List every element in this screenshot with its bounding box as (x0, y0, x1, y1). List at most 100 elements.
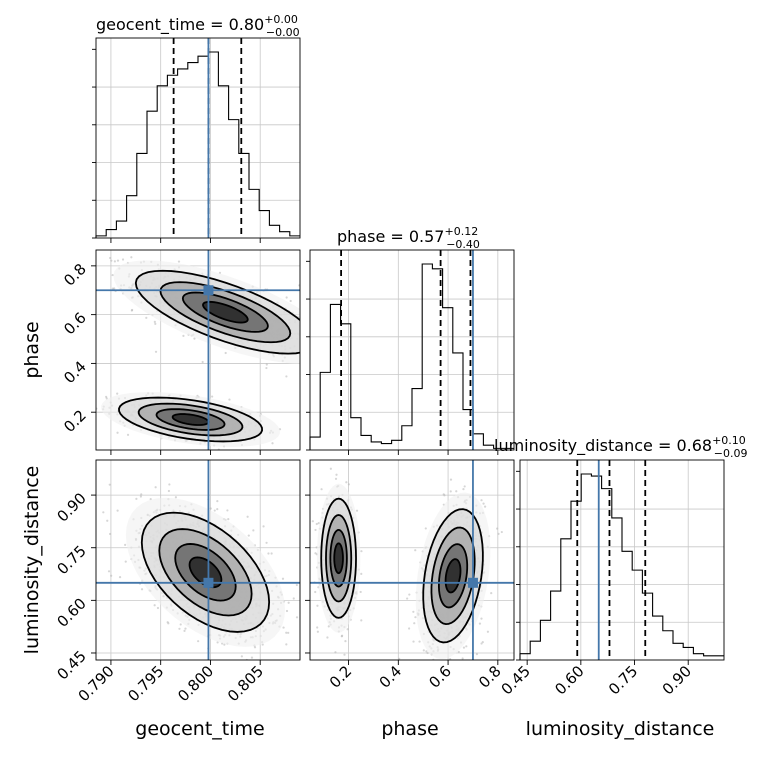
histogram-bin (591, 476, 601, 660)
histogram-bin (371, 442, 381, 450)
histogram-bin (571, 501, 581, 660)
x-tick-label: 0.2 (326, 662, 356, 692)
sample-point (305, 330, 307, 332)
sample-point (497, 532, 500, 535)
histogram-bin (453, 353, 463, 450)
sample-point (118, 576, 122, 579)
sample-point (154, 322, 157, 325)
sample-point (305, 368, 307, 370)
sample-point (465, 645, 468, 648)
sample-point (359, 357, 361, 359)
histogram-bin (157, 86, 167, 238)
xlabel-geocent_time: geocent_time (135, 718, 264, 740)
hist-luminosity_distance-frame (519, 459, 725, 661)
sample-point (328, 342, 330, 344)
sample-point (480, 499, 483, 502)
sample-point (145, 316, 148, 319)
x-tick-label: 0.90 (659, 662, 695, 698)
sample-point (166, 621, 169, 624)
sample-point (232, 664, 234, 666)
sample-point (334, 477, 338, 480)
sample-point (316, 630, 319, 633)
sample-point (168, 483, 171, 486)
histogram-bin (280, 232, 290, 238)
sample-point (285, 375, 288, 378)
sample-point (153, 604, 156, 607)
histogram-bin (693, 654, 703, 660)
sample-point (483, 505, 487, 508)
histogram-bin (551, 591, 561, 660)
sample-point (116, 259, 120, 262)
sample-point (116, 509, 119, 512)
sample-point (227, 518, 230, 521)
histogram-bin (137, 153, 147, 238)
sample-point (408, 627, 411, 630)
sample-point (107, 570, 111, 573)
sample-point (461, 657, 464, 660)
sample-point (140, 493, 143, 496)
title-main: geocent_time = 0.80 (96, 15, 264, 35)
sample-point (414, 549, 417, 552)
sample-point (301, 342, 303, 344)
sample-point (301, 331, 303, 333)
sample-point (317, 522, 320, 525)
sample-point (347, 483, 350, 486)
truth-marker (203, 577, 214, 588)
x-tick-label: 0.790 (75, 662, 118, 705)
sample-point (412, 610, 415, 613)
sample-point (140, 588, 144, 591)
sample-point (303, 340, 305, 342)
sample-point (304, 351, 306, 353)
title-main: phase = 0.57 (337, 227, 444, 246)
sample-point (108, 483, 111, 486)
grid (110, 38, 261, 238)
sample-point (270, 552, 273, 555)
sample-point (250, 656, 254, 659)
sample-point (156, 606, 160, 610)
sample-point (413, 664, 415, 666)
sample-point (500, 530, 503, 534)
sample-point (282, 626, 285, 629)
y-tick-label: 0.60 (53, 594, 89, 630)
histogram-bin (561, 539, 571, 660)
sample-point (179, 623, 182, 626)
histogram-bin (642, 593, 652, 660)
sample-point (324, 339, 326, 341)
sample-point (265, 366, 268, 370)
sample-point (281, 577, 285, 580)
histogram-bin (351, 418, 361, 450)
sample-point (346, 628, 349, 631)
xlabel-phase: phase (381, 718, 438, 740)
sample-point (462, 488, 465, 491)
sample-point (110, 259, 113, 262)
histogram-bin (198, 56, 208, 238)
sample-point (480, 642, 483, 645)
density-contour (333, 542, 344, 575)
grid (348, 250, 499, 450)
sample-point (343, 653, 346, 656)
sample-point (316, 604, 319, 607)
sample-point (398, 657, 401, 660)
sample-point (426, 651, 429, 655)
sample-point (314, 528, 317, 532)
sample-point (226, 509, 229, 512)
density-contour (444, 558, 462, 594)
sample-point (285, 609, 289, 613)
title-phase: phase = 0.57+0.12 −0.40 (337, 225, 480, 251)
sample-point (124, 543, 127, 546)
sample-point (177, 260, 181, 263)
scatter-layer (102, 483, 299, 666)
sample-point (211, 395, 214, 398)
sample-point (109, 256, 112, 260)
sample-point (323, 351, 325, 353)
panel-luminosity_distance-hist: 0.45 0.60 0.75 0.90 (498, 459, 725, 698)
histogram-bin (540, 620, 550, 660)
panel-phase-vs-geocent_time: 0.20.40.60.8 (60, 249, 361, 455)
sample-point (228, 398, 231, 401)
sample-point (216, 499, 219, 503)
histogram-bin (320, 372, 330, 450)
sample-point (331, 349, 333, 351)
xlabel-luminosity_distance: luminosity_distance (526, 718, 715, 740)
title-minus: −0.40 (446, 238, 480, 251)
